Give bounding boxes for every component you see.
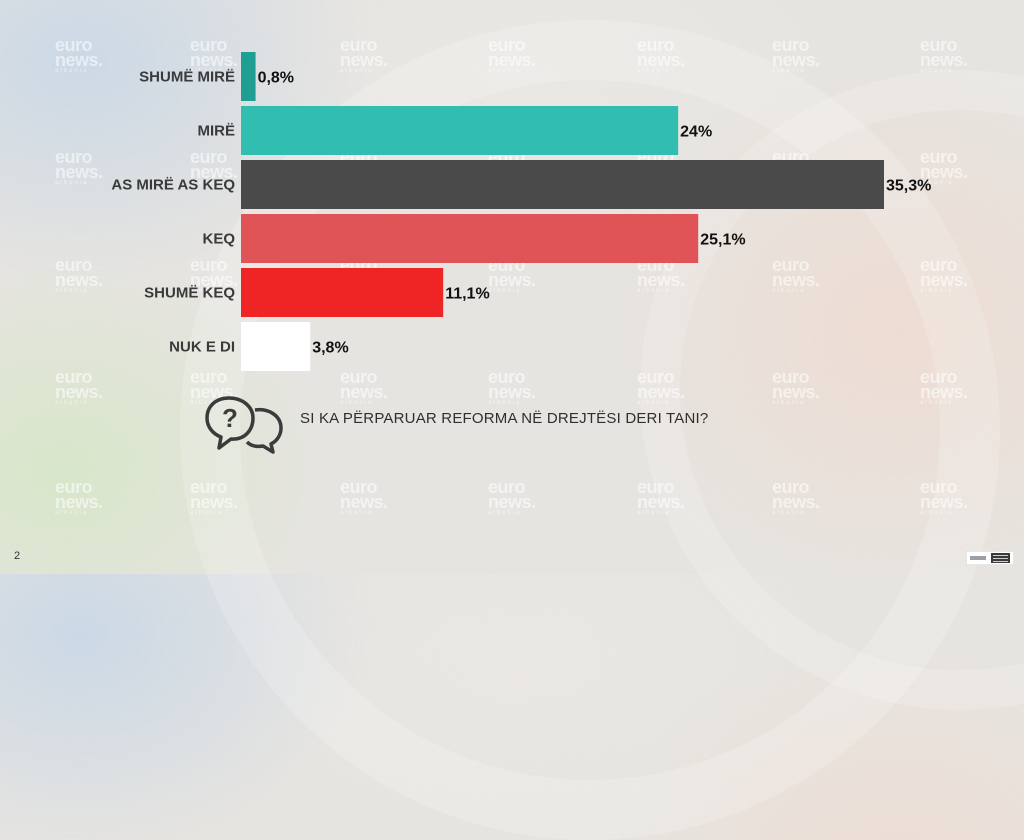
value-label: 25,1% — [700, 232, 745, 249]
bar — [241, 268, 444, 317]
category-label: SHUMË MIRË — [139, 69, 235, 86]
value-label: 24% — [680, 124, 712, 141]
value-label: 3,8% — [312, 340, 348, 357]
bar — [241, 214, 699, 263]
value-label: 0,8% — [258, 70, 294, 87]
value-label: 11,1% — [445, 286, 489, 303]
page-number: 2 — [14, 550, 21, 562]
category-label: NUK E DI — [169, 339, 235, 356]
bar-chart: SHUMË MIRË 0,8% MIRË 24% AS MIRË AS KEQ 35,3%… — [111, 52, 931, 371]
category-label: MIRË — [198, 123, 236, 140]
question-text: SI KA PËRPARUAR REFORMA NË DREJTËSI DERI… — [300, 410, 709, 427]
brand-logo-icon — [965, 550, 1015, 566]
bar — [241, 322, 311, 371]
category-label: AS MIRË AS KEQ — [111, 177, 235, 194]
category-label: KEQ — [202, 231, 235, 248]
svg-text:?: ? — [222, 403, 238, 433]
chat-question-icon: ? — [205, 394, 287, 459]
bar — [241, 52, 256, 101]
category-label: SHUMË KEQ — [144, 285, 235, 302]
bar — [241, 160, 884, 209]
bar — [241, 106, 679, 155]
value-label: 35,3% — [886, 178, 931, 195]
